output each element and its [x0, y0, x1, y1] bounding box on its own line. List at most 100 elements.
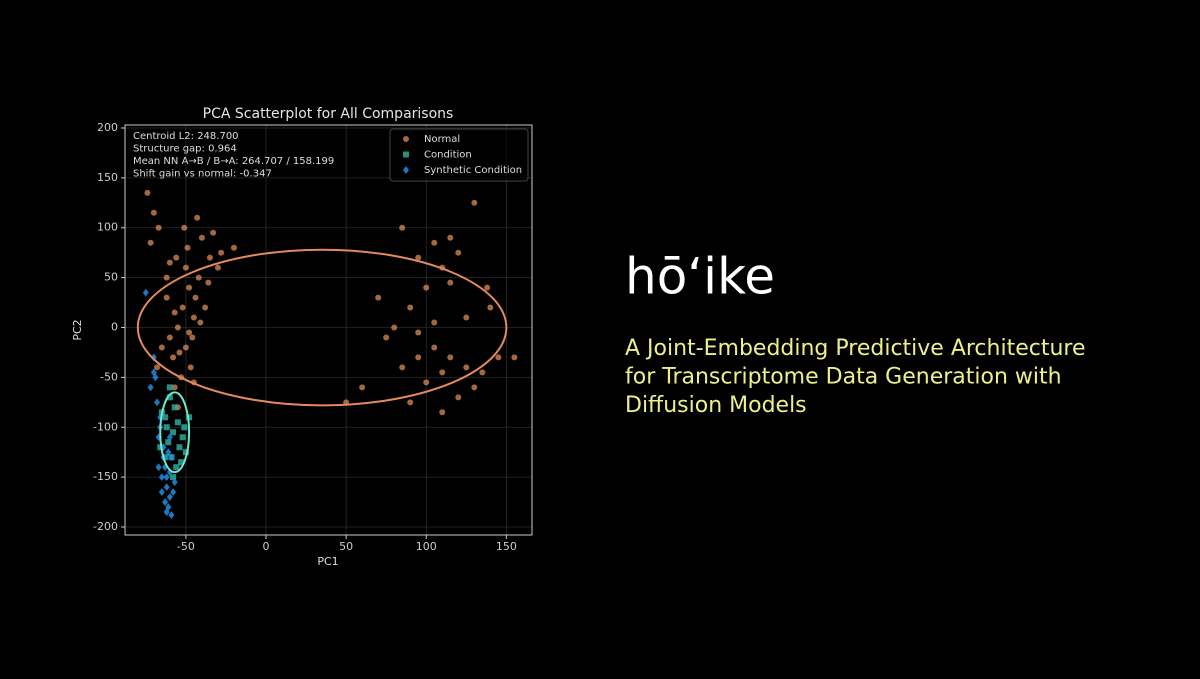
y-tick-label: -150: [93, 470, 118, 483]
point: [178, 459, 185, 466]
point: [166, 493, 173, 501]
point: [174, 419, 181, 426]
y-tick-label: 100: [97, 221, 118, 234]
confidence-ellipse: [136, 248, 508, 407]
point: [166, 384, 173, 391]
x-tick-label: 50: [339, 540, 353, 553]
legend-label: Condition: [424, 150, 472, 161]
legend-marker: [403, 151, 409, 158]
legend-marker: [403, 166, 409, 174]
point: [479, 369, 486, 376]
point: [391, 324, 398, 331]
tagline-line: for Transcriptome Data Generation with: [625, 365, 1062, 390]
point: [182, 344, 189, 351]
point: [176, 444, 183, 451]
point: [150, 368, 157, 377]
plot-frame: [124, 124, 533, 536]
point: [154, 398, 161, 407]
point: [447, 354, 454, 361]
point: [170, 429, 177, 436]
point: [165, 439, 172, 446]
point: [184, 244, 191, 251]
point: [230, 244, 237, 251]
point: [195, 274, 202, 281]
point: [192, 294, 199, 301]
point: [150, 209, 157, 216]
point: [168, 511, 175, 519]
point: [163, 294, 170, 301]
point: [455, 249, 462, 256]
point: [198, 234, 205, 241]
legend-box: [389, 128, 529, 182]
point: [144, 189, 151, 196]
point: [407, 399, 414, 406]
point: [181, 424, 188, 431]
point: [375, 294, 382, 301]
point: [189, 334, 196, 341]
point: [171, 309, 178, 316]
brand: hōʻike: [625, 248, 775, 306]
point: [163, 508, 170, 516]
y-tick-label: 0: [111, 321, 118, 334]
point: [176, 349, 183, 356]
y-tick-label: 200: [97, 121, 118, 134]
point: [166, 259, 173, 266]
y-tick-label: -50: [100, 370, 118, 383]
point: [171, 404, 178, 411]
point: [511, 354, 518, 361]
point: [170, 474, 177, 481]
point: [163, 274, 170, 281]
legend-label: Synthetic Condition: [424, 165, 522, 176]
point: [173, 254, 180, 261]
point: [147, 383, 154, 392]
point: [447, 234, 454, 241]
point: [202, 304, 209, 311]
point: [162, 498, 169, 506]
point: [179, 434, 186, 441]
point: [383, 334, 390, 341]
legend-label: Normal: [424, 134, 460, 145]
y-tick-label: 150: [97, 171, 118, 184]
point: [210, 229, 217, 236]
tagline-line: Diffusion Models: [625, 393, 807, 418]
point: [163, 424, 170, 431]
point: [415, 354, 422, 361]
x-axis-label: PC1: [317, 555, 338, 568]
point: [206, 254, 213, 261]
chart-title: PCA Scatterplot for All Comparisons: [203, 106, 454, 122]
x-tick-label: -50: [177, 540, 195, 553]
point: [173, 464, 180, 471]
point: [187, 364, 194, 371]
point: [160, 443, 167, 452]
point: [423, 379, 430, 386]
point: [155, 463, 162, 472]
point: [190, 314, 197, 321]
point: [399, 224, 406, 231]
point: [423, 284, 430, 291]
point: [194, 214, 201, 221]
point: [197, 319, 204, 326]
x-tick-label: 150: [496, 540, 517, 553]
confidence-ellipse: [159, 391, 191, 474]
point: [214, 264, 221, 271]
point: [471, 384, 478, 391]
point: [166, 394, 173, 401]
point: [205, 279, 212, 286]
point: [439, 369, 446, 376]
point: [471, 199, 478, 206]
point: [158, 488, 165, 497]
point: [154, 364, 161, 371]
annotation: Structure gap: 0.964: [133, 144, 237, 155]
point: [170, 488, 177, 497]
point: [495, 354, 502, 361]
annotation: Shift gain vs normal: -0.347: [133, 169, 272, 180]
point: [431, 239, 438, 246]
point: [171, 478, 178, 487]
point: [182, 449, 189, 456]
point: [163, 483, 170, 492]
point: [186, 284, 193, 291]
legend-marker: [403, 136, 409, 142]
y-tick-label: 50: [104, 271, 118, 284]
